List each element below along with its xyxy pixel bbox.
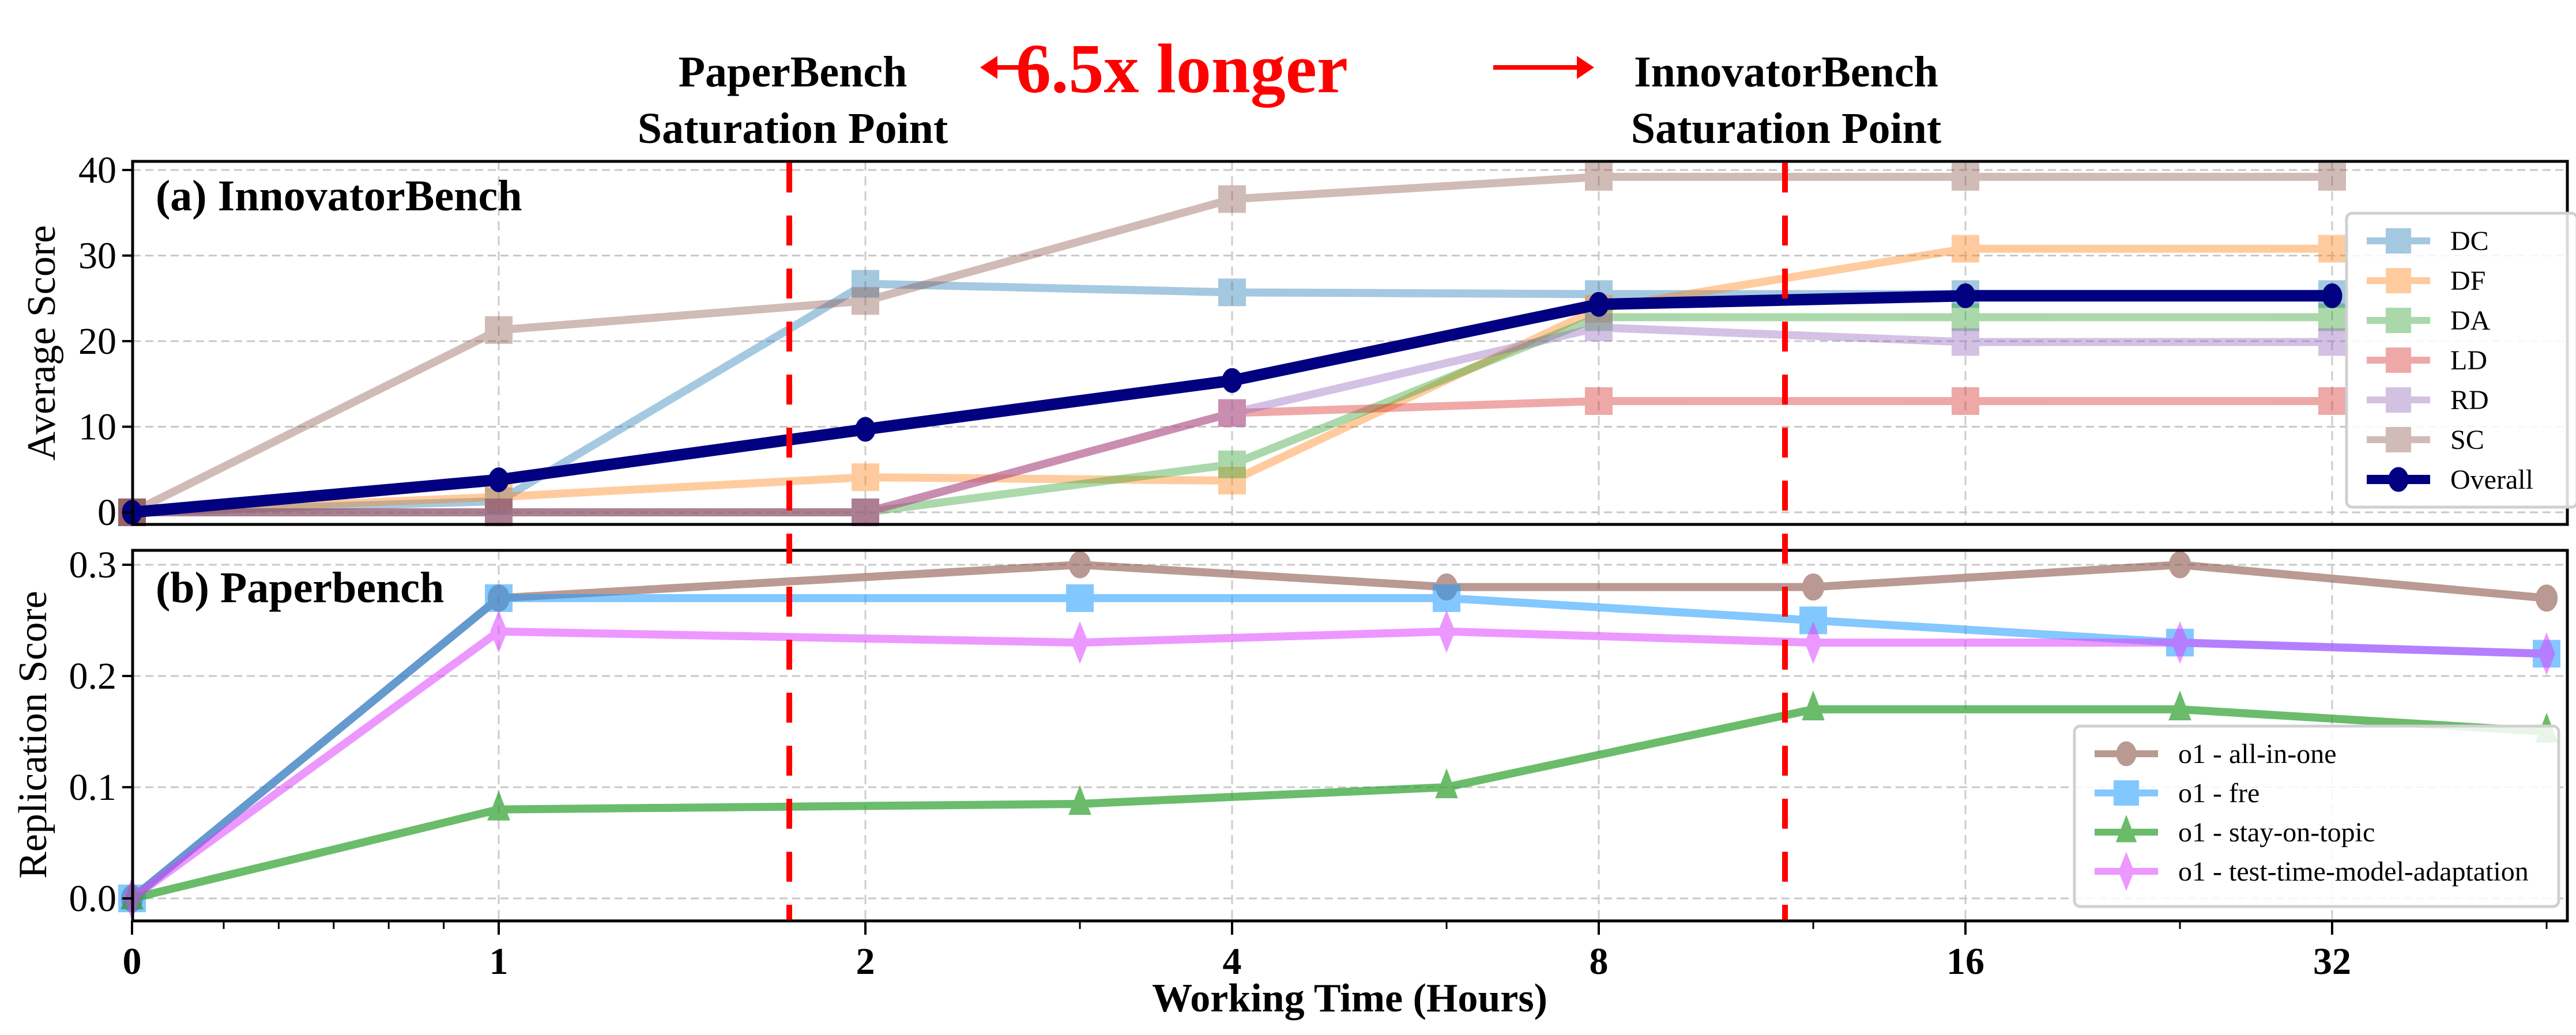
- square-marker-icon: [2095, 780, 2158, 806]
- innovatorbench-label-line1: InnovatorBench: [1634, 48, 1938, 96]
- legend-label: o1 - test-time-model-adaptation: [2178, 856, 2529, 887]
- legend-box: [2345, 211, 2576, 509]
- x-tick-label: 8: [1590, 940, 1609, 983]
- legend-label: LD: [2450, 345, 2487, 376]
- legend-box: [2073, 724, 2560, 908]
- square-marker-icon: [2367, 427, 2430, 452]
- y-tick-label: 0.3: [69, 544, 117, 586]
- x-axis: 0 1 2 4 8 16 32: [123, 921, 2548, 983]
- y-tick-label: 20: [78, 320, 116, 362]
- legend-label: o1 - fre: [2178, 778, 2259, 809]
- panel-b-ylabel: Replication Score: [11, 591, 55, 879]
- y-tick-label: 0.0: [69, 878, 117, 920]
- square-marker-icon: [2367, 387, 2430, 413]
- paperbench-label-line1: PaperBench: [679, 48, 907, 96]
- panel-b-frame: [131, 549, 2569, 923]
- legend-item: DF: [2367, 266, 2485, 296]
- legend-label: o1 - all-in-one: [2178, 739, 2337, 769]
- y-tick-label: 0.2: [69, 655, 117, 697]
- x-tick-label: 16: [1946, 940, 1984, 983]
- x-tick-label: 32: [2313, 940, 2351, 983]
- legend-item: Overall: [2367, 464, 2533, 495]
- legend-label: RD: [2450, 385, 2489, 415]
- legend-item: o1 - all-in-one: [2095, 739, 2337, 769]
- legend-label: DF: [2450, 266, 2485, 296]
- panel-b-grid: [131, 550, 2567, 921]
- panel-a-ylabel: Average Score: [20, 225, 64, 461]
- legend-item: DC: [2367, 226, 2489, 256]
- series-line: [132, 396, 2332, 516]
- y-tick-label: 10: [78, 406, 116, 448]
- series-ld: [118, 387, 2346, 526]
- panel-a-title: (a) InnovatorBench: [156, 172, 522, 220]
- square-marker-icon: [2367, 268, 2430, 293]
- legend-item: o1 - test-time-model-adaptation: [2095, 851, 2529, 892]
- square-marker-icon: [2367, 347, 2430, 373]
- panel-a-legend: DC DF DA LD RD SC Overall: [2345, 211, 2576, 509]
- x-tick-label: 1: [489, 940, 509, 983]
- circle-marker-icon: [2367, 467, 2430, 492]
- annotations: PaperBench Saturation Point 6.5x longer …: [638, 30, 1941, 153]
- ratio-label: 6.5x longer: [1016, 30, 1348, 108]
- legend-item: LD: [2367, 345, 2487, 376]
- series-o1-test-time-model-adaptation: [123, 610, 2555, 920]
- legend-label: SC: [2450, 425, 2484, 455]
- legend-item: RD: [2367, 385, 2489, 415]
- legend-label: DC: [2450, 226, 2489, 256]
- circle-marker-icon: [2095, 741, 2158, 766]
- triangle-marker-icon: [2095, 814, 2158, 843]
- x-tick-label: 2: [856, 940, 875, 983]
- y-tick-label: 0.1: [69, 766, 117, 809]
- legend-item: o1 - stay-on-topic: [2095, 814, 2375, 848]
- diamond-marker-icon: [2095, 851, 2158, 892]
- legend-item: o1 - fre: [2095, 778, 2259, 809]
- panel-a-yticks: 0 10 20 30 40: [78, 149, 133, 534]
- right-arrow-icon: [1493, 56, 1594, 79]
- legend-label: Overall: [2450, 464, 2533, 495]
- legend-item: SC: [2367, 425, 2484, 455]
- y-tick-label: 0: [97, 492, 116, 534]
- square-marker-icon: [2367, 228, 2430, 254]
- legend-item: DA: [2367, 305, 2491, 336]
- series-line: [132, 313, 2332, 516]
- panel-b-yticks: 0.0 0.1 0.2 0.3: [69, 544, 133, 920]
- innovatorbench-label-line2: Saturation Point: [1631, 104, 1941, 153]
- panel-b-legend: o1 - all-in-one o1 - fre o1 - stay-on-topi…: [2073, 724, 2560, 908]
- series-line: [131, 244, 2332, 516]
- y-tick-label: 40: [78, 149, 116, 191]
- panel-b-series: [118, 551, 2561, 920]
- left-arrow-icon: [980, 56, 1038, 79]
- legend-label: DA: [2450, 305, 2491, 336]
- series-line: [130, 172, 2332, 516]
- series-o1-stay-on-topic: [120, 690, 2558, 910]
- x-axis-title: Working Time (Hours): [1152, 976, 1547, 1021]
- x-tick-label: 4: [1223, 940, 1242, 983]
- series-overall: [122, 283, 2342, 525]
- panel-a-innovatorbench: 0 10 20 30 40 (a) InnovatorBench Average Sco…: [20, 149, 2576, 534]
- saturation-lines: [786, 163, 1788, 920]
- legend-label: o1 - stay-on-topic: [2178, 817, 2375, 848]
- paperbench-label-line2: Saturation Point: [638, 104, 948, 153]
- square-marker-icon: [2367, 308, 2430, 333]
- y-tick-label: 30: [78, 235, 116, 277]
- panel-b-title: (b) Paperbench: [156, 564, 444, 612]
- series-line: [132, 323, 2332, 516]
- x-tick-label: 0: [123, 940, 142, 983]
- panel-b-paperbench: 0.0 0.1 0.2 0.3 (b) Paperbench Replication …: [11, 544, 2569, 923]
